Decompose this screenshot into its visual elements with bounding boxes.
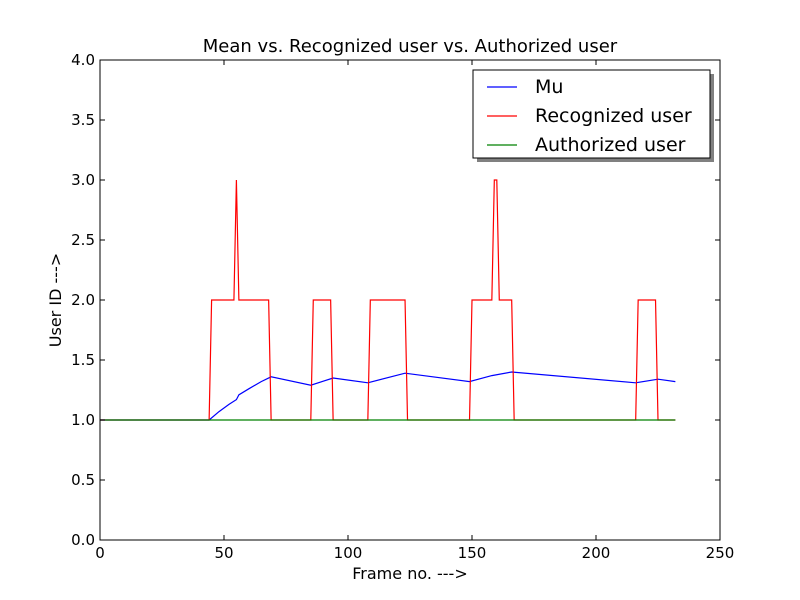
x-tick-label: 0: [95, 544, 105, 562]
y-tick-label: 2.5: [71, 231, 95, 249]
y-tick-label: 1.5: [71, 351, 95, 369]
y-tick-label: 0.5: [71, 471, 95, 489]
series-line-mu: [100, 371, 676, 421]
plot-area: 0 50 100 150 200 250 0.0 0.5 1.0 1.5 2.0 2.5 3.0 3.5 4…: [71, 51, 734, 562]
y-tick-label: 2.0: [71, 291, 95, 309]
x-tick-label: 100: [334, 544, 363, 562]
chart-title: Mean vs. Recognized user vs. Authorized …: [203, 36, 618, 57]
y-axis-label: User ID --->: [46, 253, 65, 347]
series-lines: [100, 179, 676, 421]
y-tick-label: 0.0: [71, 531, 95, 549]
x-tick-label: 250: [706, 544, 735, 562]
legend-label-recognized-user: Recognized user: [535, 105, 692, 127]
x-axis-label: Frame no. --->: [352, 564, 467, 583]
x-tick-label: 150: [458, 544, 487, 562]
legend-label-authorized-user: Authorized user: [535, 134, 686, 156]
y-tick-label: 3.0: [71, 171, 95, 189]
legend: Mu Recognized user Authorized user: [472, 69, 714, 162]
legend-box: [472, 69, 711, 159]
x-tick-label: 200: [582, 544, 611, 562]
x-tick-label: 50: [214, 544, 233, 562]
y-tick-label: 4.0: [71, 51, 95, 69]
legend-label-mu: Mu: [535, 76, 563, 98]
y-tick-label: 3.5: [71, 111, 95, 129]
y-tick-label: 1.0: [71, 411, 95, 429]
